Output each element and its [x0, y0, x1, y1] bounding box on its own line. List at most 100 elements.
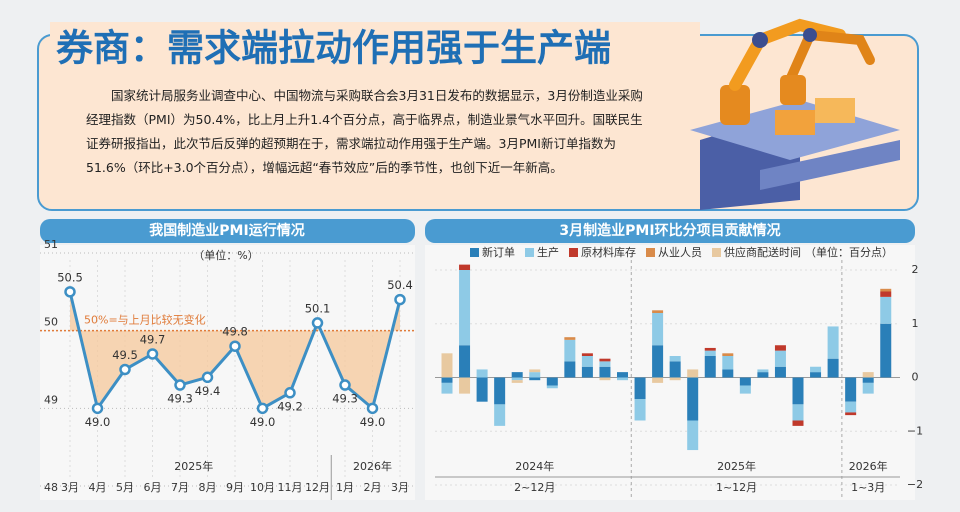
bar-segment — [722, 356, 734, 370]
bar-segment — [704, 347, 716, 351]
data-label: 49.4 — [195, 384, 221, 398]
x-tick-label: 10月 — [250, 481, 275, 494]
bar-segment — [564, 361, 576, 378]
bar-segment — [441, 377, 453, 383]
bar-segment — [687, 377, 699, 421]
y-tick-label: 49 — [44, 393, 58, 406]
data-label: 49.3 — [332, 392, 358, 406]
bar-segment — [757, 369, 769, 373]
point — [201, 371, 214, 384]
bar-segment — [810, 366, 822, 373]
y-tick-label: 0 — [912, 371, 919, 384]
bar-segment — [827, 326, 839, 359]
bar-segment — [845, 377, 857, 402]
bar-segment — [617, 377, 628, 381]
bar-segment — [652, 345, 664, 378]
legend-label: 从业人员 — [658, 246, 702, 259]
bar-segment — [880, 291, 892, 297]
point — [339, 379, 351, 391]
bar-segment — [476, 377, 488, 402]
bar-segment — [880, 323, 892, 378]
reference-label: 50%=与上月比较无变化 — [84, 313, 206, 327]
bar-segment — [511, 377, 523, 381]
bar-segment — [722, 353, 734, 356]
y-tick-label: 1 — [912, 317, 919, 330]
bar-segment — [634, 377, 646, 399]
bar-segment — [652, 377, 664, 383]
right-title-bar — [425, 219, 915, 243]
x-tick-label: 3月 — [61, 481, 79, 494]
period-label: 1~3月 — [851, 481, 885, 494]
bar-segment — [617, 372, 628, 378]
legend-swatch — [525, 248, 534, 257]
y-tick-label: −2 — [907, 478, 923, 491]
data-label: 49.7 — [140, 332, 166, 346]
data-label: 49.5 — [112, 348, 138, 362]
bar-segment — [459, 264, 471, 270]
bar-segment — [669, 377, 681, 381]
year-label: 2026年 — [849, 459, 888, 473]
bar-segment — [774, 366, 786, 378]
bar-segment — [459, 345, 471, 378]
unit-label: （单位：%） — [193, 248, 258, 262]
bar-segment — [792, 404, 804, 421]
bar-segment — [581, 366, 593, 378]
bar-segment — [757, 372, 769, 378]
x-tick-label: 4月 — [89, 481, 107, 494]
area — [70, 291, 400, 409]
bar-segment — [827, 358, 839, 378]
bar-segment — [687, 369, 699, 378]
y-tick-label: −1 — [907, 424, 923, 437]
bar-segment — [862, 372, 874, 378]
bar-segment — [687, 420, 699, 451]
bar-segment — [704, 356, 716, 378]
bar-segment — [599, 358, 611, 362]
bar-segment — [774, 350, 786, 367]
unit-label: （单位：百分点） — [805, 245, 893, 259]
bar-segment — [599, 377, 611, 381]
point — [311, 317, 324, 329]
bar-segment — [845, 412, 857, 416]
data-label: 49.0 — [360, 415, 386, 429]
legend-label: 新订单 — [482, 245, 515, 259]
bar-segment — [529, 372, 541, 378]
x-tick-label: 11月 — [278, 481, 303, 494]
bar-segment — [581, 356, 593, 367]
bar-segment — [774, 345, 786, 351]
bar-segment — [739, 377, 751, 386]
bar-segment — [546, 377, 558, 386]
bar-segment — [880, 288, 892, 292]
bar-segment — [494, 377, 506, 405]
bar-segment — [845, 401, 857, 413]
bar-segment — [652, 310, 664, 313]
robot-illustration — [690, 18, 900, 210]
bar-segment — [652, 313, 664, 346]
left-title-bar — [40, 219, 415, 243]
point — [394, 293, 406, 306]
chart-title: 我国制造业PMI运行情况 — [149, 222, 304, 239]
title-bg — [50, 22, 700, 72]
point — [229, 340, 241, 352]
x-tick-label: 3月 — [391, 481, 409, 494]
bar-segment — [476, 369, 488, 378]
bar-segment — [792, 377, 804, 405]
point — [119, 363, 131, 376]
x-tick-label: 1月 — [336, 481, 354, 494]
data-label: 49.2 — [277, 399, 303, 413]
bar-segment — [494, 404, 506, 426]
year-label: 2024年 — [515, 459, 554, 473]
page-title: 券商：需求端拉动作用强于生产端 — [56, 27, 611, 70]
bar-segment — [564, 337, 576, 340]
bar-segment — [634, 399, 646, 421]
y-tick-label: 50 — [44, 316, 58, 329]
bar-segment — [459, 270, 471, 346]
y-tick-label: 51 — [44, 238, 58, 251]
bar-segment — [739, 385, 751, 394]
legend-swatch — [470, 248, 479, 257]
bar-segment — [529, 369, 541, 373]
bar-segment — [441, 353, 453, 378]
bar-segment — [459, 377, 471, 394]
y-tick-label: 48 — [44, 481, 58, 494]
